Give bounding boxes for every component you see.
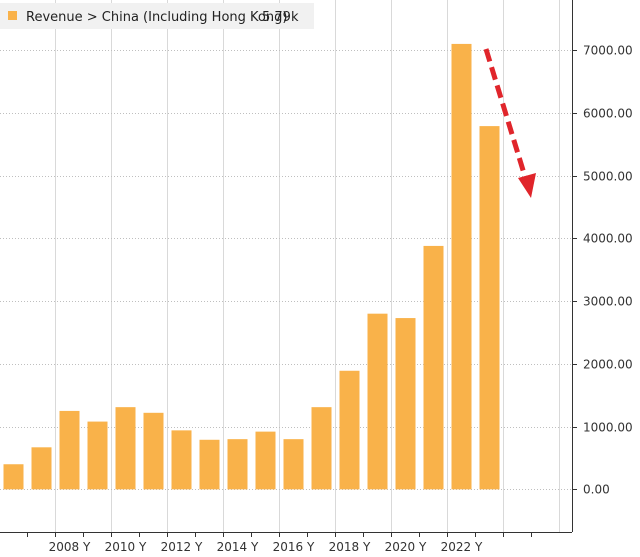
x-tick-label: 2008 Y [49, 540, 91, 554]
bar-2017-y [311, 407, 332, 490]
legend-box [0, 3, 314, 29]
bar-2022-y [451, 43, 472, 490]
bar-2010-y [115, 407, 136, 490]
y-tick-label: 4000.00 [583, 232, 633, 246]
y-tick-label: 7000.00 [583, 44, 633, 58]
bar-2011-y [143, 412, 164, 490]
x-tick-label: 2012 Y [161, 540, 203, 554]
bar-2014-y [227, 439, 248, 490]
bar-2023-y [479, 126, 500, 490]
x-tick-label: 2010 Y [105, 540, 147, 554]
legend-label: Revenue > China (Including Hong Kong) [26, 10, 287, 25]
bar-2013-y [199, 439, 220, 490]
y-tick-label: 1000.00 [583, 421, 633, 435]
x-tick-label: 2016 Y [273, 540, 315, 554]
x-tick-label: 2020 Y [385, 540, 427, 554]
y-tick-label: 5000.00 [583, 170, 633, 184]
y-tick-label: 0.00 [583, 483, 610, 497]
bar-2020-y [395, 318, 416, 490]
bar-2016-y [283, 439, 304, 490]
arrow-shaft [483, 48, 529, 181]
bar-2021-y [423, 245, 444, 490]
bar-2018-y [339, 370, 360, 490]
bar-2007-y [31, 447, 52, 490]
bar-2008-y [59, 410, 80, 490]
x-tick-label: 2018 Y [329, 540, 371, 554]
grid [0, 0, 572, 532]
legend: Revenue > China (Including Hong Kong) 5.… [0, 3, 314, 29]
y-tick-label: 2000.00 [583, 358, 633, 372]
annotation [483, 48, 536, 198]
legend-value: 5.79k [262, 10, 299, 25]
bar-2009-y [87, 421, 108, 490]
arrow-head [518, 173, 536, 198]
bar-2012-y [171, 430, 192, 490]
y-tick-label: 3000.00 [583, 295, 633, 309]
x-tick-label: 2022 Y [441, 540, 483, 554]
y-tick-label: 6000.00 [583, 107, 633, 121]
bar-2019-y [367, 313, 388, 490]
bars [3, 43, 500, 490]
bar-2015-y [255, 431, 276, 490]
legend-swatch [8, 11, 17, 20]
bar-2006-y [3, 464, 24, 490]
x-tick-label: 2014 Y [217, 540, 259, 554]
